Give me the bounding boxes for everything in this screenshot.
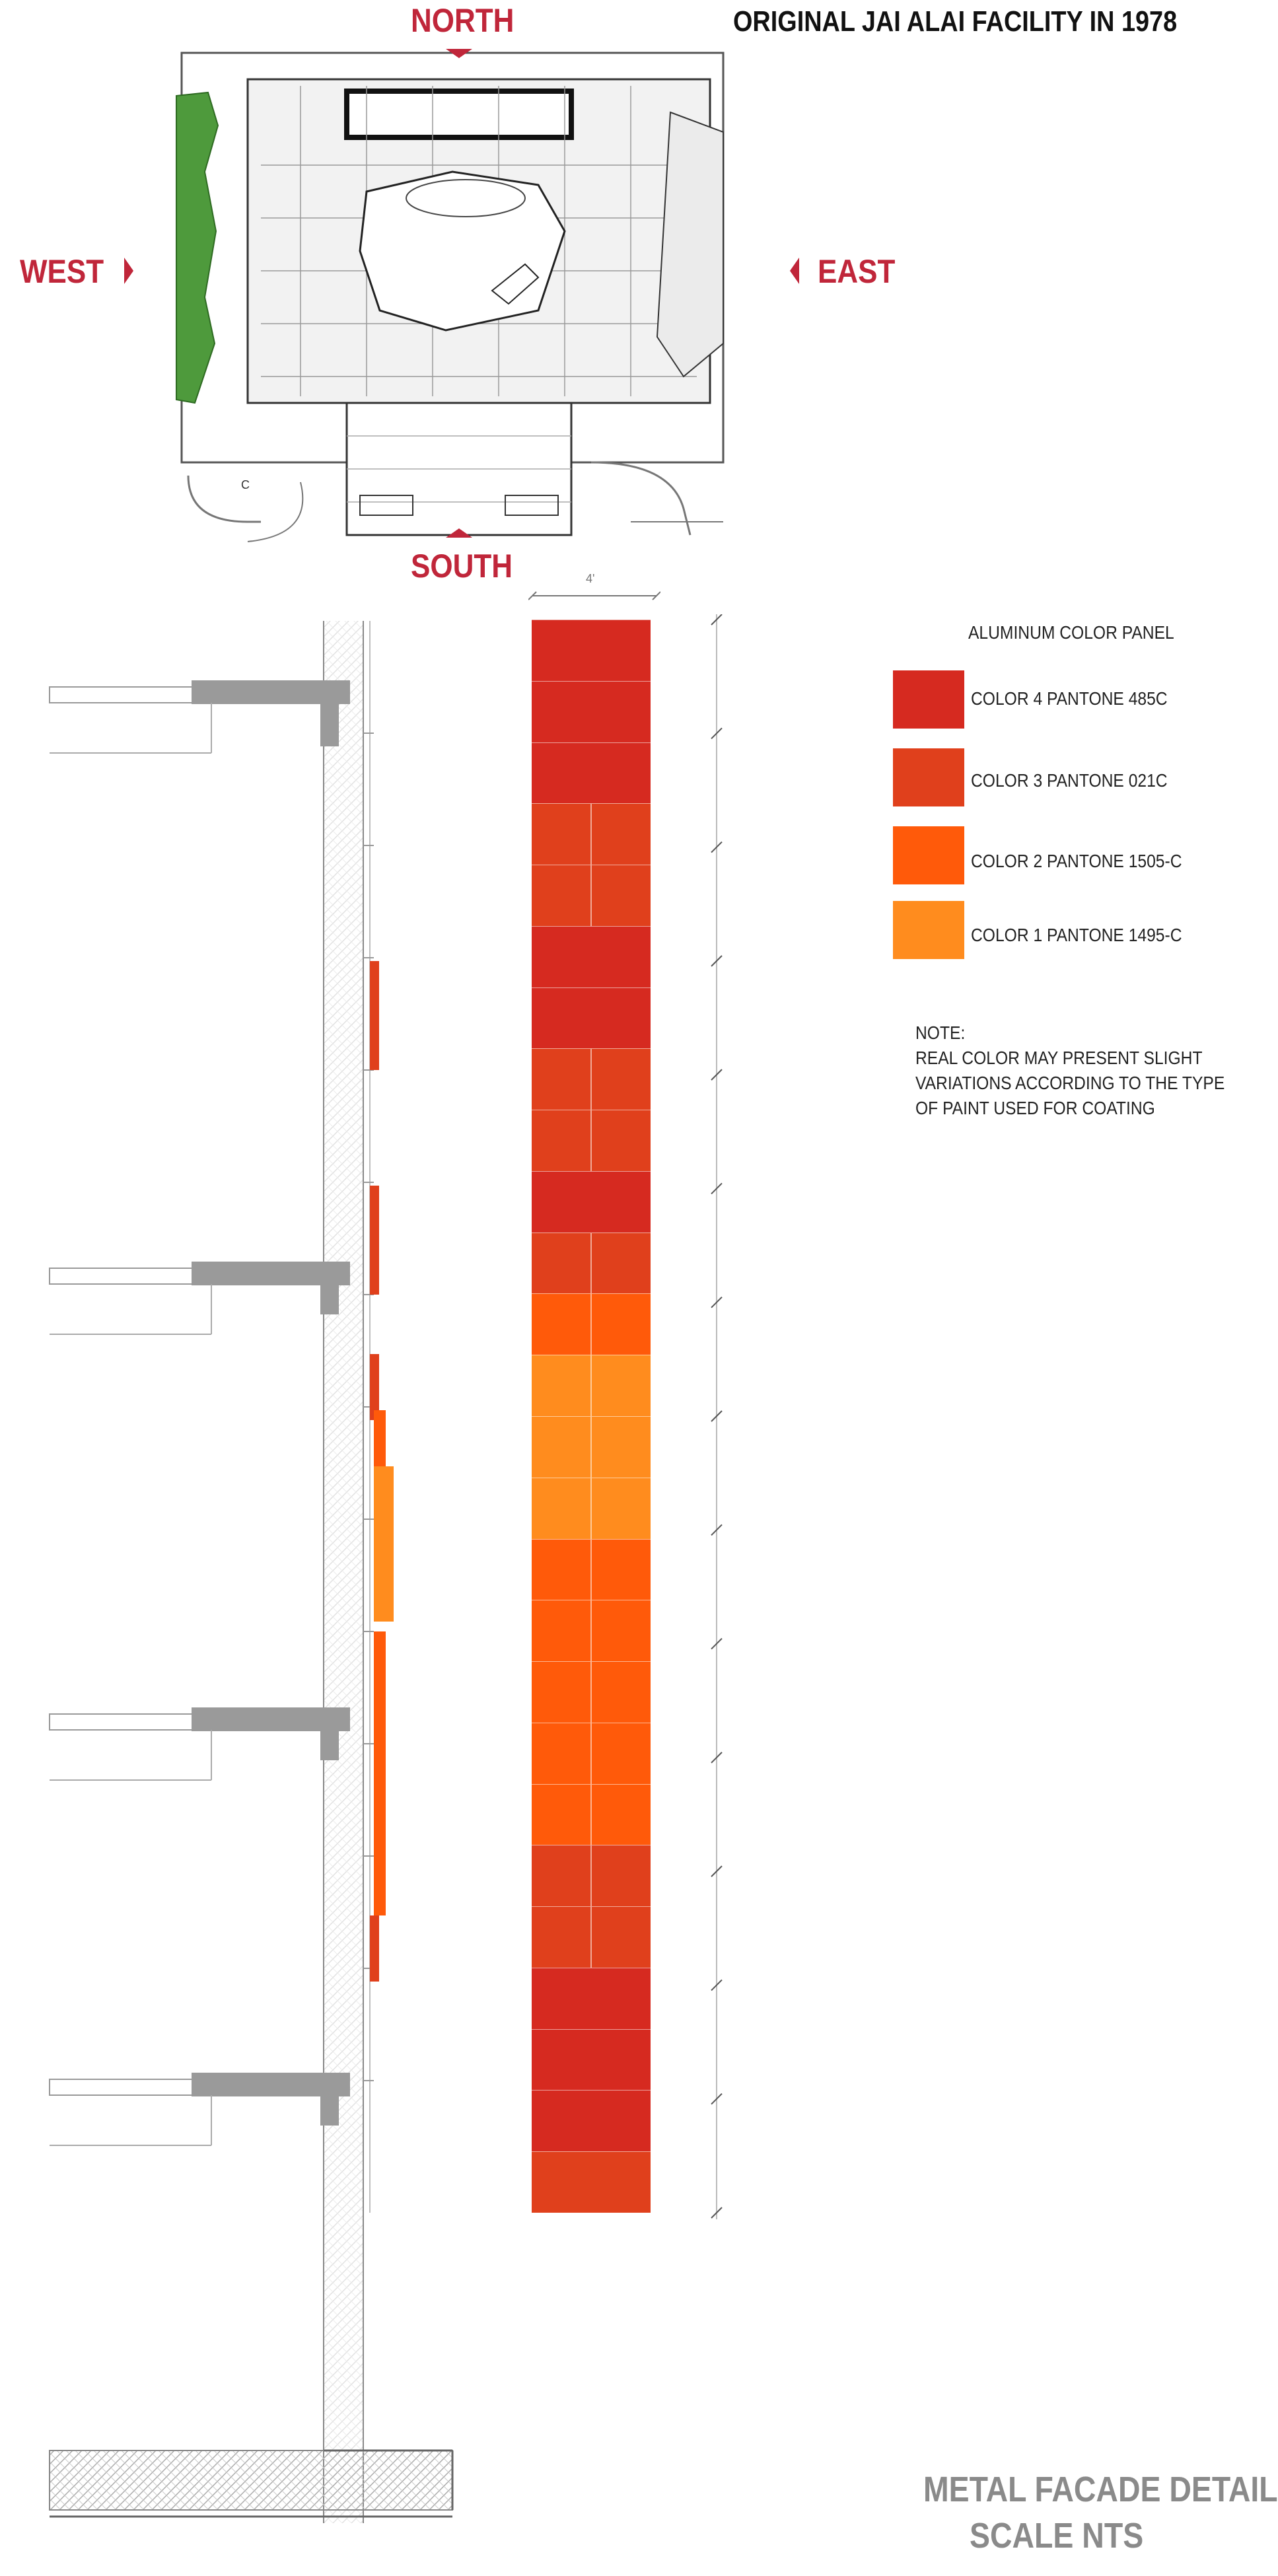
note-line-1: REAL COLOR MAY PRESENT SLIGHT [915, 1048, 1203, 1068]
panel-row [532, 1600, 651, 1662]
panel-row [532, 987, 651, 1049]
panel-row [532, 1232, 651, 1294]
site-plan: C [176, 52, 725, 542]
dimension-tick [711, 2207, 723, 2219]
panel-row [532, 1538, 651, 1600]
dimension-tick [711, 1752, 723, 1764]
color-panel-elevation [532, 620, 651, 2213]
wall-section [49, 621, 454, 2523]
panel-row [532, 1722, 651, 1784]
dimension-tick [711, 614, 723, 626]
panel-joint [590, 1600, 592, 1662]
panel-row [532, 620, 651, 681]
note-line-2: VARIATIONS ACCORDING TO THE TYPE [915, 1073, 1225, 1093]
color-2-label: COLOR 2 PANTONE 1505-C [971, 851, 1182, 871]
panel-joint [590, 1478, 592, 1539]
panel-joint [590, 1355, 592, 1416]
panel-row [532, 1170, 651, 1233]
panel-joint [590, 1907, 592, 1968]
panel-row [532, 1110, 651, 1171]
dimension-tick [711, 727, 723, 739]
north-label: NORTH [411, 2, 515, 39]
panel-row [532, 2151, 651, 2213]
west-arrow-icon [124, 258, 133, 284]
dimension-tick [711, 2093, 723, 2105]
panel-joint [590, 1845, 592, 1907]
panel-row [532, 1416, 651, 1478]
panel-row [532, 2090, 651, 2152]
panel-joint [590, 1723, 592, 1784]
color-4-label: COLOR 4 PANTONE 485C [971, 688, 1168, 709]
dimension-tick [711, 1865, 723, 1877]
dimension-tick [711, 841, 723, 853]
south-label: SOUTH [411, 548, 513, 585]
dimension-tick [711, 1069, 723, 1081]
color-2-swatch [893, 826, 964, 884]
panel-joint [590, 865, 592, 926]
panel-row [532, 1845, 651, 1907]
row-dimension-chain [711, 614, 723, 2219]
panel-width-dimension [528, 591, 660, 600]
svg-text:C: C [241, 478, 250, 491]
south-arrow-icon [446, 528, 472, 538]
dimension-tick [711, 1637, 723, 1650]
dimension-tick [711, 1524, 723, 1536]
panel-joint [590, 1417, 592, 1478]
panel-row [532, 1293, 651, 1355]
coating-note: NOTE: REAL COLOR MAY PRESENT SLIGHT VARI… [915, 1020, 1225, 1121]
west-label: WEST [20, 253, 104, 290]
east-label: EAST [818, 253, 896, 290]
panel-row [532, 803, 651, 865]
color-1-label: COLOR 1 PANTONE 1495-C [971, 925, 1182, 945]
panel-row [532, 1355, 651, 1416]
drawing-title: ORIGINAL JAI ALAI FACILITY IN 1978 [733, 5, 1178, 38]
east-arrow-icon [790, 258, 799, 284]
panel-row [532, 742, 651, 804]
dimension-tick [711, 1979, 723, 1991]
note-line-3: OF PAINT USED FOR COATING [915, 1098, 1155, 1118]
panel-joint [590, 1784, 592, 1845]
note-heading: NOTE: [915, 1022, 966, 1043]
panel-joint [590, 1294, 592, 1355]
color-4-swatch [893, 670, 964, 729]
panel-row [532, 2028, 651, 2091]
panel-joint [590, 1662, 592, 1723]
footer-title: METAL FACADE DETAIL [923, 2470, 1278, 2509]
color-3-label: COLOR 3 PANTONE 021C [971, 770, 1168, 791]
color-3-swatch [893, 748, 964, 806]
panel-row [532, 925, 651, 987]
panel-joint [590, 1049, 592, 1110]
panel-row [532, 1048, 651, 1110]
panel-row [532, 1477, 651, 1539]
dimension-tick [711, 1182, 723, 1195]
panel-joint [590, 1539, 592, 1600]
legend-heading: ALUMINUM COLOR PANEL [968, 622, 1174, 643]
dimension-tick [711, 1297, 723, 1308]
panel-row [532, 1661, 651, 1723]
dimension-tick [711, 1410, 723, 1422]
dimension-tick [711, 955, 723, 967]
panel-row [532, 1967, 651, 2029]
panel-joint [590, 1233, 592, 1294]
panel-joint [590, 804, 592, 865]
panel-width-label: 4' [586, 572, 595, 585]
north-arrow-icon [446, 49, 472, 58]
panel-row [532, 680, 651, 742]
panel-row [532, 1783, 651, 1845]
color-1-swatch [893, 901, 964, 959]
footer-scale: SCALE NTS [970, 2516, 1144, 2556]
panel-joint [590, 1110, 592, 1171]
panel-row [532, 865, 651, 926]
panel-row [532, 1906, 651, 1968]
